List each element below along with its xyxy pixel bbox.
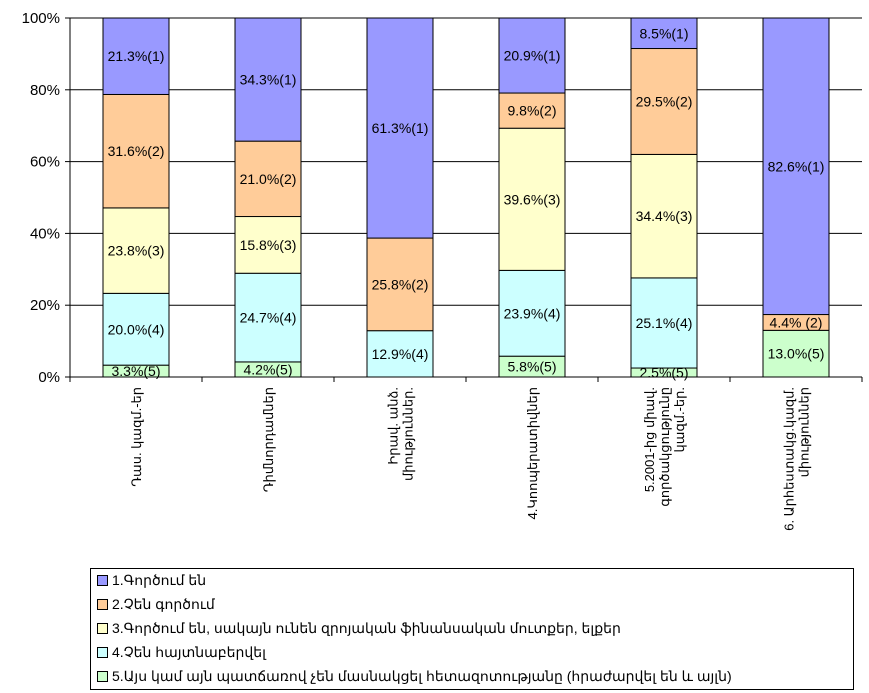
x-tick-label: 6. Արհեստակց.կազմ. [782, 387, 797, 531]
data-label: 12.9%(4) [372, 346, 429, 362]
bar-segment [498, 92, 566, 129]
data-label: 23.8%(3) [108, 243, 165, 259]
legend-swatch [97, 622, 108, 634]
x-tick-label: Դաս. կազմ.-եր [129, 387, 144, 487]
bar-segment [498, 127, 566, 271]
bar-segment [102, 93, 170, 209]
bar-segment [234, 17, 302, 142]
bar-segment [762, 17, 830, 316]
data-label: 4.2%(5) [243, 361, 292, 377]
legend-swatch [97, 598, 108, 610]
x-tick-label: միություններ [797, 387, 812, 477]
legend-label: 4.Չեն հայտնաբերվել [112, 643, 266, 660]
y-tick-label: 0% [38, 369, 60, 386]
legend-label: 2.Չեն գործում [112, 595, 215, 612]
bar-segment [630, 48, 698, 155]
data-label: 31.6%(2) [108, 143, 165, 159]
x-tick-label: Դիմնորդամներ [261, 387, 276, 492]
data-label: 8.5%(1) [639, 25, 688, 41]
x-tick-label: 5.2001-ից միավ. [642, 387, 657, 492]
data-label: 34.3%(1) [240, 72, 297, 88]
x-tick-label: միություններ. [401, 387, 416, 481]
chart-legend: 1.Գործում են 2.Չեն գործում 3.Գործում են, ս… [90, 568, 854, 690]
bar-segment [366, 237, 434, 332]
bar-segment [102, 207, 170, 294]
data-label: 25.8%(2) [372, 276, 429, 292]
y-tick-label: 40% [30, 225, 60, 242]
y-tick-label: 60% [30, 154, 60, 171]
y-tick-label: 20% [30, 297, 60, 314]
data-label: 20.9%(1) [504, 48, 561, 64]
data-label: 21.3%(1) [108, 48, 165, 64]
data-label: 9.8%(2) [507, 103, 556, 119]
bar-segment [630, 277, 698, 369]
legend-item: 5.Այս կամ այն պատճառով չեն մասնակցել հետ… [97, 667, 732, 685]
legend-item: 2.Չեն գործում [97, 595, 215, 613]
bar-segment [234, 272, 302, 363]
data-label: 5.8%(5) [507, 359, 556, 375]
legend-item: 3.Գործում են, սակայն ունեն զրոյական ֆինա… [97, 619, 621, 637]
legend-swatch [97, 646, 108, 658]
y-tick-label: 100% [22, 10, 60, 27]
data-label: 24.7%(4) [240, 310, 297, 326]
x-tick-label: գործակցությունը [657, 387, 672, 507]
data-label: 23.9%(4) [504, 305, 561, 321]
legend-label: 5.Այս կամ այն պատճառով չեն մասնակցել հետ… [112, 667, 732, 684]
data-label: 25.1%(4) [636, 315, 693, 331]
legend-label: 1.Գործում են [112, 571, 207, 588]
data-label: 13.0%(5) [768, 346, 825, 362]
bar-segment [234, 216, 302, 274]
legend-swatch [97, 574, 108, 586]
x-tick-label: Իրավ. անձ. [386, 387, 401, 465]
data-label: 34.4%(3) [636, 208, 693, 224]
x-tick-label: կազմ.-եր. [672, 387, 687, 452]
bar-segment [762, 329, 830, 378]
data-label: 15.8%(3) [240, 237, 297, 253]
y-tick-label: 80% [30, 82, 60, 99]
bar-segment [366, 17, 434, 239]
legend-swatch [97, 670, 108, 682]
legend-item: 4.Չեն հայտնաբերվել [97, 643, 266, 661]
bar-segment [630, 17, 698, 50]
data-label: 29.5%(2) [636, 93, 693, 109]
data-label: 20.0%(4) [108, 321, 165, 337]
data-label: 61.3%(1) [372, 120, 429, 136]
legend-item: 1.Գործում են [97, 571, 206, 589]
data-label: 4.4% (2) [770, 314, 823, 330]
stacked-bar-chart: 0% 20% 40% 60% 80% 100% 3.3%(5) 20.0%(4) 23.8%(3… [22, 10, 863, 531]
bar-segment [498, 269, 566, 357]
data-label: 39.6%(3) [504, 191, 561, 207]
bar-segment [102, 292, 170, 366]
bar-segment [102, 17, 170, 95]
bar-segment [630, 153, 698, 279]
data-label: 21.0%(2) [240, 171, 297, 187]
legend-label: 3.Գործում են, սակայն ունեն զրոյական ֆինա… [112, 619, 621, 636]
bar-segment [498, 17, 566, 94]
data-label: 3.3%(5) [111, 363, 160, 379]
x-tick-label: 4.Կոոպերատիվներ [525, 387, 540, 520]
data-label: 82.6%(1) [768, 158, 825, 174]
